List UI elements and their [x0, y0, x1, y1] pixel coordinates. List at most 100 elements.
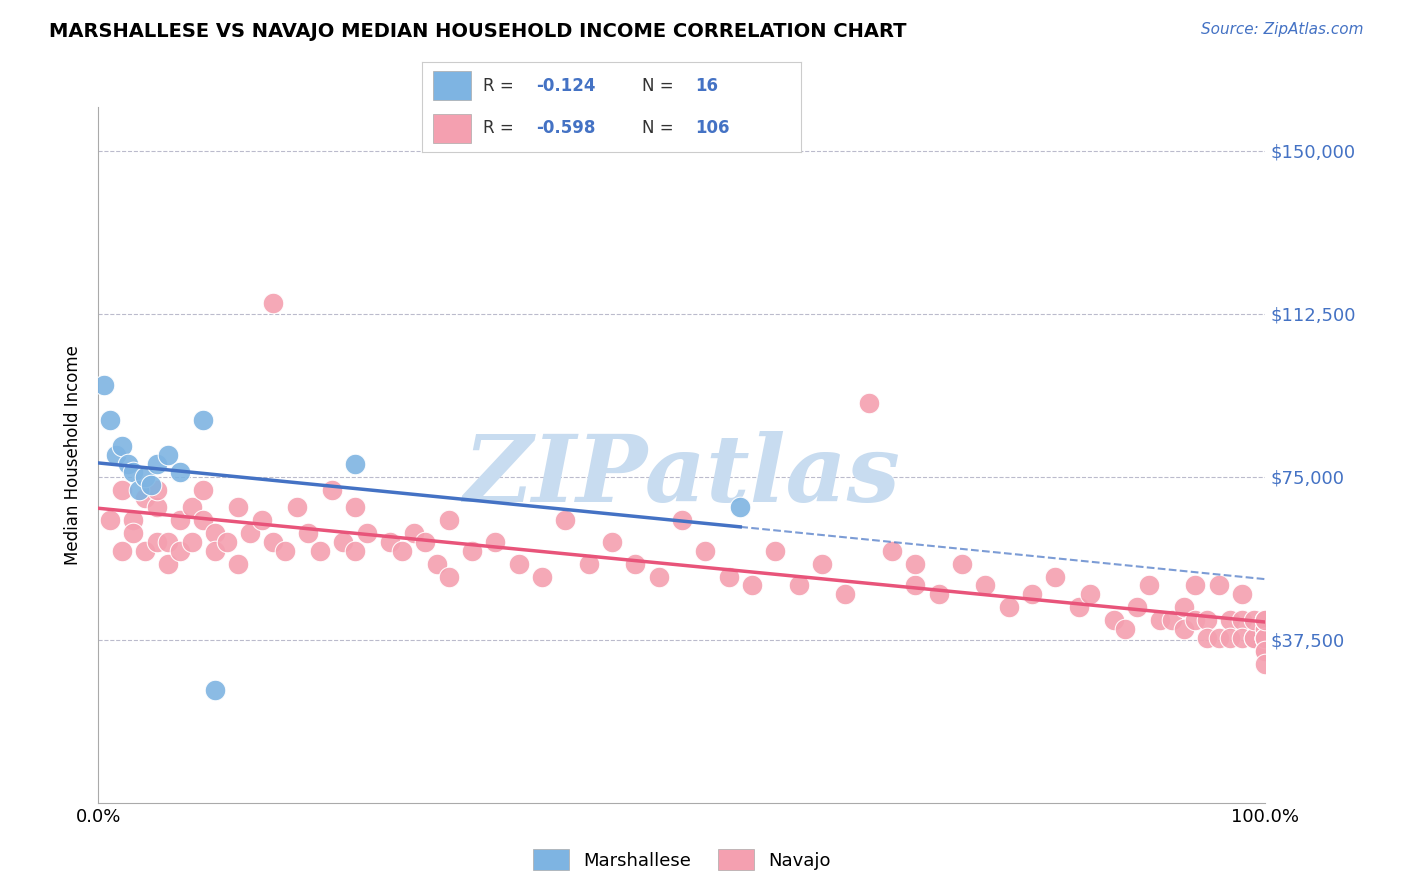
Point: [671, 513, 693, 527]
Y-axis label: Median Household Income: Median Household Income: [65, 345, 83, 565]
Text: ZIPatlas: ZIPatlas: [464, 431, 900, 521]
Point: [169, 466, 191, 480]
Point: [321, 483, 343, 497]
Point: [1254, 631, 1277, 645]
Point: [309, 543, 332, 558]
Point: [262, 295, 284, 310]
Point: [98, 413, 121, 427]
Point: [391, 543, 413, 558]
Point: [228, 557, 250, 571]
Point: [1254, 613, 1277, 627]
Point: [262, 535, 284, 549]
Point: [1254, 613, 1277, 627]
Point: [139, 478, 162, 492]
Text: Source: ZipAtlas.com: Source: ZipAtlas.com: [1201, 22, 1364, 37]
Point: [117, 457, 139, 471]
Point: [1184, 613, 1206, 627]
Point: [193, 513, 215, 527]
Point: [146, 483, 169, 497]
Point: [169, 543, 191, 558]
Point: [1254, 631, 1277, 645]
Point: [344, 543, 367, 558]
Point: [1254, 622, 1277, 636]
Point: [134, 543, 156, 558]
Point: [193, 413, 215, 427]
Point: [157, 448, 180, 462]
Point: [928, 587, 950, 601]
Point: [717, 570, 740, 584]
Text: R =: R =: [482, 77, 519, 95]
Point: [228, 500, 250, 514]
Point: [1219, 613, 1241, 627]
Point: [297, 526, 319, 541]
Point: [1254, 631, 1277, 645]
Point: [1137, 578, 1160, 592]
Point: [98, 513, 121, 527]
Point: [285, 500, 308, 514]
Point: [1254, 631, 1277, 645]
Point: [1254, 643, 1277, 657]
Point: [344, 457, 367, 471]
Point: [811, 557, 834, 571]
Point: [250, 513, 273, 527]
Point: [134, 469, 156, 483]
Point: [128, 483, 150, 497]
Point: [274, 543, 297, 558]
Point: [437, 513, 460, 527]
Point: [741, 578, 763, 592]
Point: [578, 557, 600, 571]
Point: [1114, 622, 1136, 636]
Point: [122, 466, 145, 480]
Point: [624, 557, 647, 571]
Point: [1254, 613, 1277, 627]
Point: [461, 543, 484, 558]
Point: [1045, 570, 1067, 584]
Point: [1173, 600, 1195, 615]
Point: [204, 682, 226, 697]
Point: [215, 535, 238, 549]
Point: [880, 543, 903, 558]
Point: [1208, 631, 1230, 645]
Point: [787, 578, 810, 592]
Point: [169, 513, 191, 527]
Point: [204, 543, 226, 558]
Point: [437, 570, 460, 584]
Point: [104, 448, 127, 462]
Point: [1243, 631, 1265, 645]
Point: [111, 543, 134, 558]
Point: [239, 526, 262, 541]
Point: [1243, 631, 1265, 645]
Point: [157, 557, 180, 571]
Point: [695, 543, 717, 558]
Point: [1173, 622, 1195, 636]
Point: [554, 513, 576, 527]
Point: [332, 535, 354, 549]
Point: [1067, 600, 1090, 615]
Point: [1230, 587, 1253, 601]
Point: [974, 578, 997, 592]
Text: -0.124: -0.124: [536, 77, 595, 95]
Point: [378, 535, 402, 549]
Point: [508, 557, 530, 571]
Point: [1208, 578, 1230, 592]
Point: [834, 587, 856, 601]
Point: [1161, 613, 1184, 627]
Point: [413, 535, 436, 549]
Point: [122, 513, 145, 527]
Point: [530, 570, 553, 584]
Point: [111, 483, 134, 497]
Point: [146, 500, 169, 514]
Point: [157, 535, 180, 549]
Point: [647, 570, 669, 584]
Point: [204, 526, 226, 541]
Point: [904, 557, 927, 571]
Point: [1230, 631, 1253, 645]
Point: [1254, 631, 1277, 645]
Point: [180, 535, 202, 549]
Point: [484, 535, 506, 549]
Text: R =: R =: [482, 120, 519, 137]
Point: [1254, 643, 1277, 657]
Point: [950, 557, 973, 571]
Point: [600, 535, 623, 549]
Point: [1195, 631, 1218, 645]
